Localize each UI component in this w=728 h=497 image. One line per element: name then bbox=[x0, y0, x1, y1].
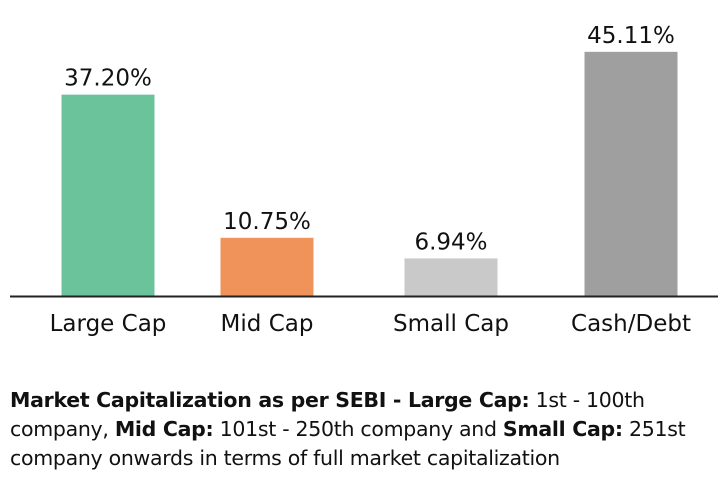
category-label-mid-cap: Mid Cap bbox=[221, 311, 314, 337]
data-label-small-cap: 6.94% bbox=[414, 229, 487, 255]
bar-large-cap bbox=[61, 94, 155, 296]
note-small-cap-label: Small Cap: bbox=[502, 417, 623, 441]
note-large-cap-range: 1st - 100th company, bbox=[10, 388, 645, 441]
bar-small-cap bbox=[404, 258, 498, 296]
bar-chart: 37.20% Large Cap 10.75% Mid Cap 6.94% Small C… bbox=[10, 23, 718, 337]
category-label-small-cap: Small Cap bbox=[393, 311, 509, 337]
note-mid-cap-label: Mid Cap: bbox=[114, 417, 214, 441]
data-label-mid-cap: 10.75% bbox=[223, 209, 311, 235]
data-label-large-cap: 37.20% bbox=[64, 66, 152, 92]
bar-mid-cap bbox=[220, 237, 314, 296]
category-label-cash-debt: Cash/Debt bbox=[571, 311, 691, 337]
market-cap-note: Market Capitalization as per SEBI - Larg… bbox=[10, 386, 718, 473]
note-large-cap-label: Large Cap: bbox=[407, 388, 530, 412]
note-mid-cap-range: 101st - 250th company and bbox=[213, 417, 503, 441]
category-label-large-cap: Large Cap bbox=[50, 311, 167, 337]
note-small-cap-range: 251st company onwards in terms of full m… bbox=[10, 417, 686, 470]
note-heading: Market Capitalization as per SEBI - bbox=[10, 388, 408, 412]
data-label-cash-debt: 45.11% bbox=[587, 23, 675, 49]
bar-cash-debt bbox=[584, 51, 678, 296]
